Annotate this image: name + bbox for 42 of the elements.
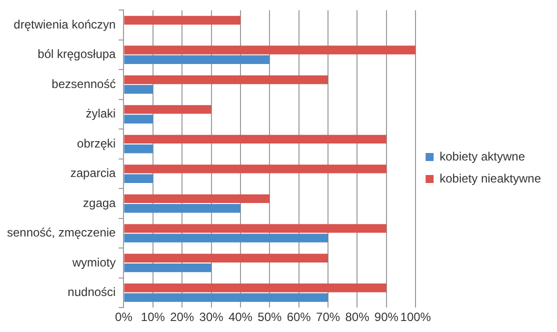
- x-tick-label: 70%: [316, 310, 340, 324]
- bar: [124, 134, 386, 144]
- legend-label: kobiety aktywne: [440, 149, 526, 164]
- bar: [124, 293, 328, 302]
- bar: [124, 164, 386, 174]
- bar: [124, 174, 153, 183]
- x-tick-label: 100%: [400, 310, 432, 324]
- y-tick-label: zgaga: [83, 196, 116, 210]
- x-tick-label: 30%: [199, 310, 224, 324]
- bar: [124, 105, 212, 114]
- x-tick-label: 80%: [345, 310, 370, 324]
- y-tick-label: żylaki: [86, 106, 116, 121]
- bar: [124, 224, 386, 233]
- bar: [124, 144, 153, 154]
- bar: [124, 16, 240, 25]
- y-tick-label: nudności: [68, 285, 116, 300]
- bar: [124, 85, 153, 94]
- bar: [124, 114, 153, 124]
- x-tick-label: 40%: [228, 310, 253, 324]
- x-tick-label: 60%: [286, 310, 312, 324]
- bar: [124, 284, 386, 292]
- y-tick-label: obrzęki: [77, 136, 116, 150]
- bar: [124, 55, 270, 64]
- x-tick-label: 90%: [374, 310, 399, 324]
- bar: [124, 254, 328, 263]
- bar: [124, 46, 416, 54]
- y-tick-label: senność, zmęczenie: [6, 226, 116, 240]
- bar: [124, 234, 328, 242]
- x-tick-label: 20%: [170, 310, 194, 324]
- x-tick-label: 10%: [140, 310, 166, 324]
- y-tick-label: wymioty: [71, 255, 116, 270]
- x-tick-label: 50%: [258, 310, 282, 324]
- bar: [124, 75, 328, 84]
- y-tick-label: drętwienia kończyn: [14, 17, 116, 32]
- legend-label: kobiety nieaktywne: [440, 171, 542, 186]
- y-tick-label: bezsenność: [52, 76, 116, 91]
- bar: [124, 263, 212, 272]
- x-tick-label: 0%: [115, 310, 133, 324]
- y-tick-label: ból kręgosłupa: [38, 47, 116, 62]
- bar: [124, 204, 240, 213]
- bar: [124, 194, 270, 204]
- y-tick-label: zaparcia: [70, 166, 116, 180]
